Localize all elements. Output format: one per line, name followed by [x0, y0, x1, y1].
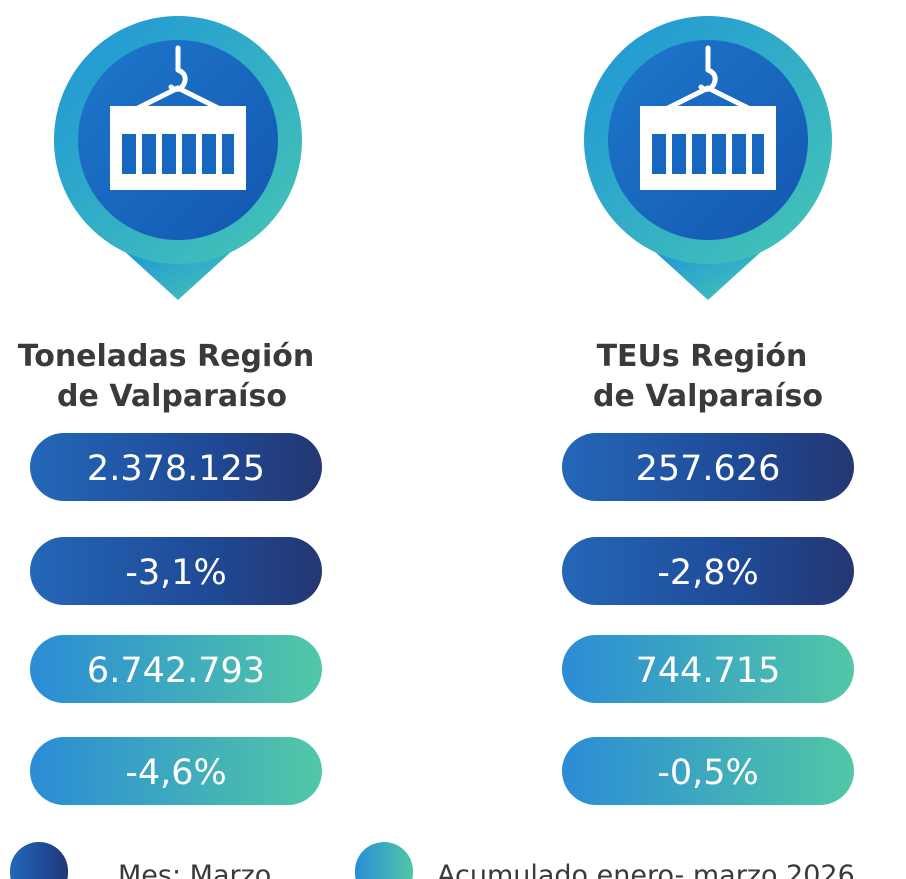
- pill: [562, 737, 854, 805]
- container-icon: [54, 16, 302, 300]
- legend-swatch: [355, 842, 413, 879]
- pill: [30, 537, 322, 605]
- panel-title: Toneladas Región: [18, 339, 315, 374]
- panel-teus: TEUs Región de Valparaíso 257.626 -2,8% …: [562, 16, 854, 805]
- container-icon: [584, 16, 832, 300]
- value: 257.626: [636, 449, 781, 489]
- value: -4,6%: [125, 753, 227, 793]
- legend: Mes: Marzo Acumulado enero- marzo 2026: [10, 842, 855, 879]
- pill: [30, 635, 322, 703]
- pill: [30, 737, 322, 805]
- pill: [562, 537, 854, 605]
- pill: [30, 433, 322, 501]
- value: -0,5%: [657, 753, 759, 793]
- value: -3,1%: [125, 553, 227, 593]
- pill: [562, 433, 854, 501]
- pill: [562, 635, 854, 703]
- panel-tons: Toneladas Región de Valparaíso 2.378.125…: [18, 16, 322, 805]
- value: 6.742.793: [87, 651, 265, 691]
- legend-label: Mes: Marzo: [118, 860, 271, 879]
- value: 2.378.125: [87, 449, 265, 489]
- value: 744.715: [636, 651, 781, 691]
- panel-title: de Valparaíso: [593, 379, 823, 414]
- legend-label: Acumulado enero- marzo 2026: [437, 860, 855, 879]
- panel-title: TEUs Región: [597, 339, 808, 374]
- legend-swatch: [10, 842, 68, 879]
- panel-title: de Valparaíso: [57, 379, 287, 414]
- value: -2,8%: [657, 553, 759, 593]
